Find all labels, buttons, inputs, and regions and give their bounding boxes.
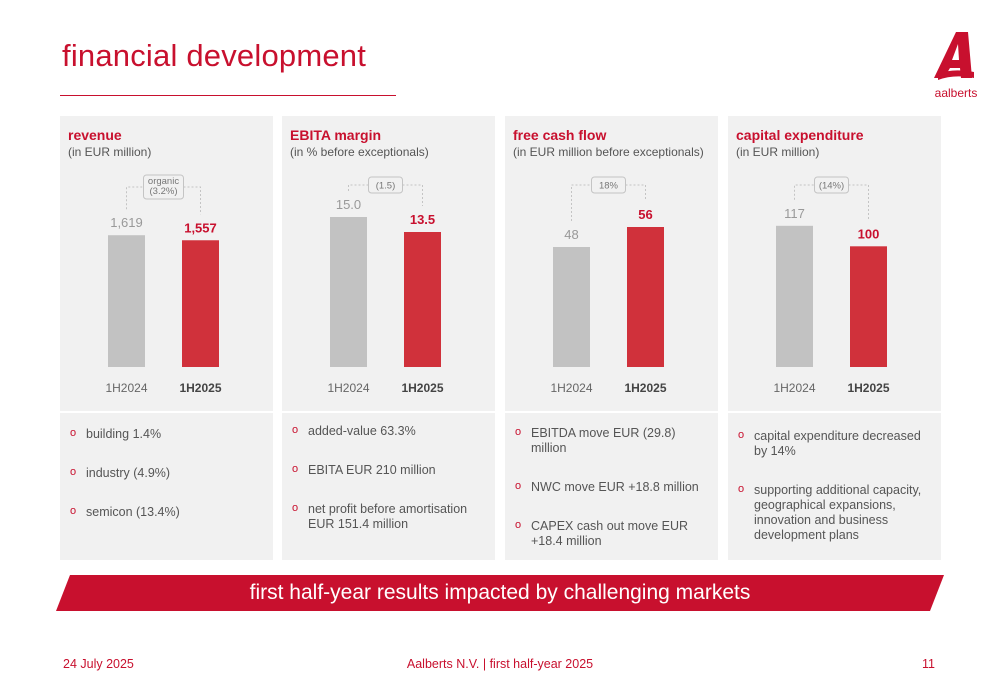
panel-bullets: capital expenditure decreased by 14% sup… bbox=[736, 428, 936, 567]
bullet-item: EBITA EUR 210 million bbox=[290, 462, 490, 478]
bracket-right bbox=[625, 184, 646, 201]
bar-1H2025 bbox=[627, 227, 664, 367]
change-label: 18% bbox=[599, 181, 619, 192]
value-label: 13.5 bbox=[410, 212, 435, 227]
bar-1H2025 bbox=[182, 240, 219, 367]
panel-title: revenue bbox=[68, 127, 122, 143]
logo-wordmark: aalberts bbox=[934, 86, 978, 100]
bar-1H2025 bbox=[404, 232, 441, 367]
panel-bullets: added-value 63.3% EBITA EUR 210 million … bbox=[290, 423, 490, 556]
bracket-left bbox=[126, 186, 144, 210]
title-underline bbox=[60, 95, 396, 96]
panel-title: free cash flow bbox=[513, 127, 607, 143]
panel-revenue: revenue (in EUR million) 1,619 1H2024 1,55… bbox=[60, 116, 273, 560]
ebita-margin-chart: 15.0 1H2024 13.5 1H2025 (1.5) bbox=[327, 176, 444, 395]
page-title: financial development bbox=[62, 38, 367, 73]
change-box bbox=[591, 176, 626, 194]
panel-title: capital expenditure bbox=[736, 127, 864, 143]
bracket-right bbox=[183, 186, 201, 215]
bracket-left bbox=[571, 184, 592, 221]
panel-title: EBITA margin bbox=[290, 127, 382, 143]
panel-bullets: EBITDA move EUR (29.8) million NWC move … bbox=[513, 425, 713, 573]
change-label: (14%) bbox=[819, 181, 844, 192]
category-label: 1H2024 bbox=[105, 381, 147, 395]
panel-bullets: building 1.4% industry (4.9%) semicon (1… bbox=[68, 426, 268, 544]
bullet-item: EBITDA move EUR (29.8) million bbox=[513, 425, 713, 456]
value-label: 1,619 bbox=[110, 215, 143, 230]
banner-shape bbox=[56, 575, 944, 611]
value-label: 1,557 bbox=[184, 220, 217, 235]
revenue-chart: 1,619 1H2024 1,557 1H2025 organic(3.2%) bbox=[105, 174, 222, 395]
panel-ebita-margin: EBITA margin (in % before exceptionals) … bbox=[282, 116, 495, 560]
change-label: (3.2%) bbox=[150, 186, 178, 197]
footer-date: 24 July 2025 bbox=[63, 657, 134, 671]
category-label: 1H2024 bbox=[773, 381, 815, 395]
value-label: 117 bbox=[784, 206, 805, 221]
bullet-item: building 1.4% bbox=[68, 426, 268, 442]
value-label: 48 bbox=[564, 227, 578, 242]
free-cash-flow-chart: 48 1H2024 56 1H2025 18% bbox=[550, 176, 667, 395]
aalberts-logo: aalberts bbox=[928, 28, 984, 102]
footer-center: Aalberts N.V. | first half-year 2025 bbox=[406, 657, 594, 671]
bar-1H2024 bbox=[553, 247, 590, 367]
bracket-right bbox=[848, 184, 869, 221]
panel-subtitle: (in EUR million) bbox=[736, 145, 820, 159]
panel-divider bbox=[728, 411, 941, 413]
change-label: organic bbox=[148, 176, 179, 187]
panel-subtitle: (in EUR million) bbox=[68, 145, 152, 159]
value-label: 100 bbox=[858, 226, 880, 241]
bracket-right bbox=[402, 184, 423, 206]
change-box bbox=[368, 176, 403, 194]
panel-free-cash-flow: free cash flow (in EUR million before ex… bbox=[505, 116, 718, 560]
panel-capital-expenditure: capital expenditure (in EUR million) 117… bbox=[728, 116, 941, 560]
banner-text: first half-year results impacted by chal… bbox=[249, 581, 751, 604]
panel-divider bbox=[60, 411, 273, 413]
panel-subtitle: (in EUR million before exceptionals) bbox=[513, 145, 704, 159]
change-box bbox=[814, 176, 849, 194]
page-number: 11 bbox=[922, 657, 935, 671]
change-box bbox=[143, 174, 184, 200]
bracket-left bbox=[348, 184, 369, 191]
summary-banner: first half-year results impacted by chal… bbox=[56, 575, 944, 611]
category-label: 1H2024 bbox=[550, 381, 592, 395]
category-label: 1H2025 bbox=[179, 381, 221, 395]
bar-1H2024 bbox=[330, 217, 367, 367]
bar-1H2024 bbox=[108, 235, 145, 367]
category-label: 1H2025 bbox=[624, 381, 666, 395]
bullet-item: net profit before amortisation EUR 151.4… bbox=[290, 501, 490, 532]
panel-subtitle: (in % before exceptionals) bbox=[290, 145, 429, 159]
bullet-item: NWC move EUR +18.8 million bbox=[513, 479, 713, 495]
bullet-item: industry (4.9%) bbox=[68, 465, 268, 481]
capital-expenditure-chart: 117 1H2024 100 1H2025 (14%) bbox=[773, 176, 890, 395]
bracket-left bbox=[794, 184, 815, 200]
category-label: 1H2024 bbox=[327, 381, 369, 395]
change-label: (1.5) bbox=[376, 181, 396, 192]
bullet-item: added-value 63.3% bbox=[290, 423, 490, 439]
bullet-item: semicon (13.4%) bbox=[68, 504, 268, 520]
panel-divider bbox=[505, 411, 718, 413]
value-label: 56 bbox=[638, 207, 652, 222]
bullet-item: CAPEX cash out move EUR +18.4 million bbox=[513, 518, 713, 549]
bar-1H2025 bbox=[850, 246, 887, 367]
bullet-item: capital expenditure decreased by 14% bbox=[736, 428, 936, 459]
panel-divider bbox=[282, 411, 495, 413]
category-label: 1H2025 bbox=[847, 381, 889, 395]
bar-1H2024 bbox=[776, 225, 813, 367]
logo-mark-icon bbox=[934, 32, 974, 80]
value-label: 15.0 bbox=[336, 197, 361, 212]
category-label: 1H2025 bbox=[401, 381, 443, 395]
bullet-item: supporting additional capacity, geograph… bbox=[736, 482, 936, 543]
